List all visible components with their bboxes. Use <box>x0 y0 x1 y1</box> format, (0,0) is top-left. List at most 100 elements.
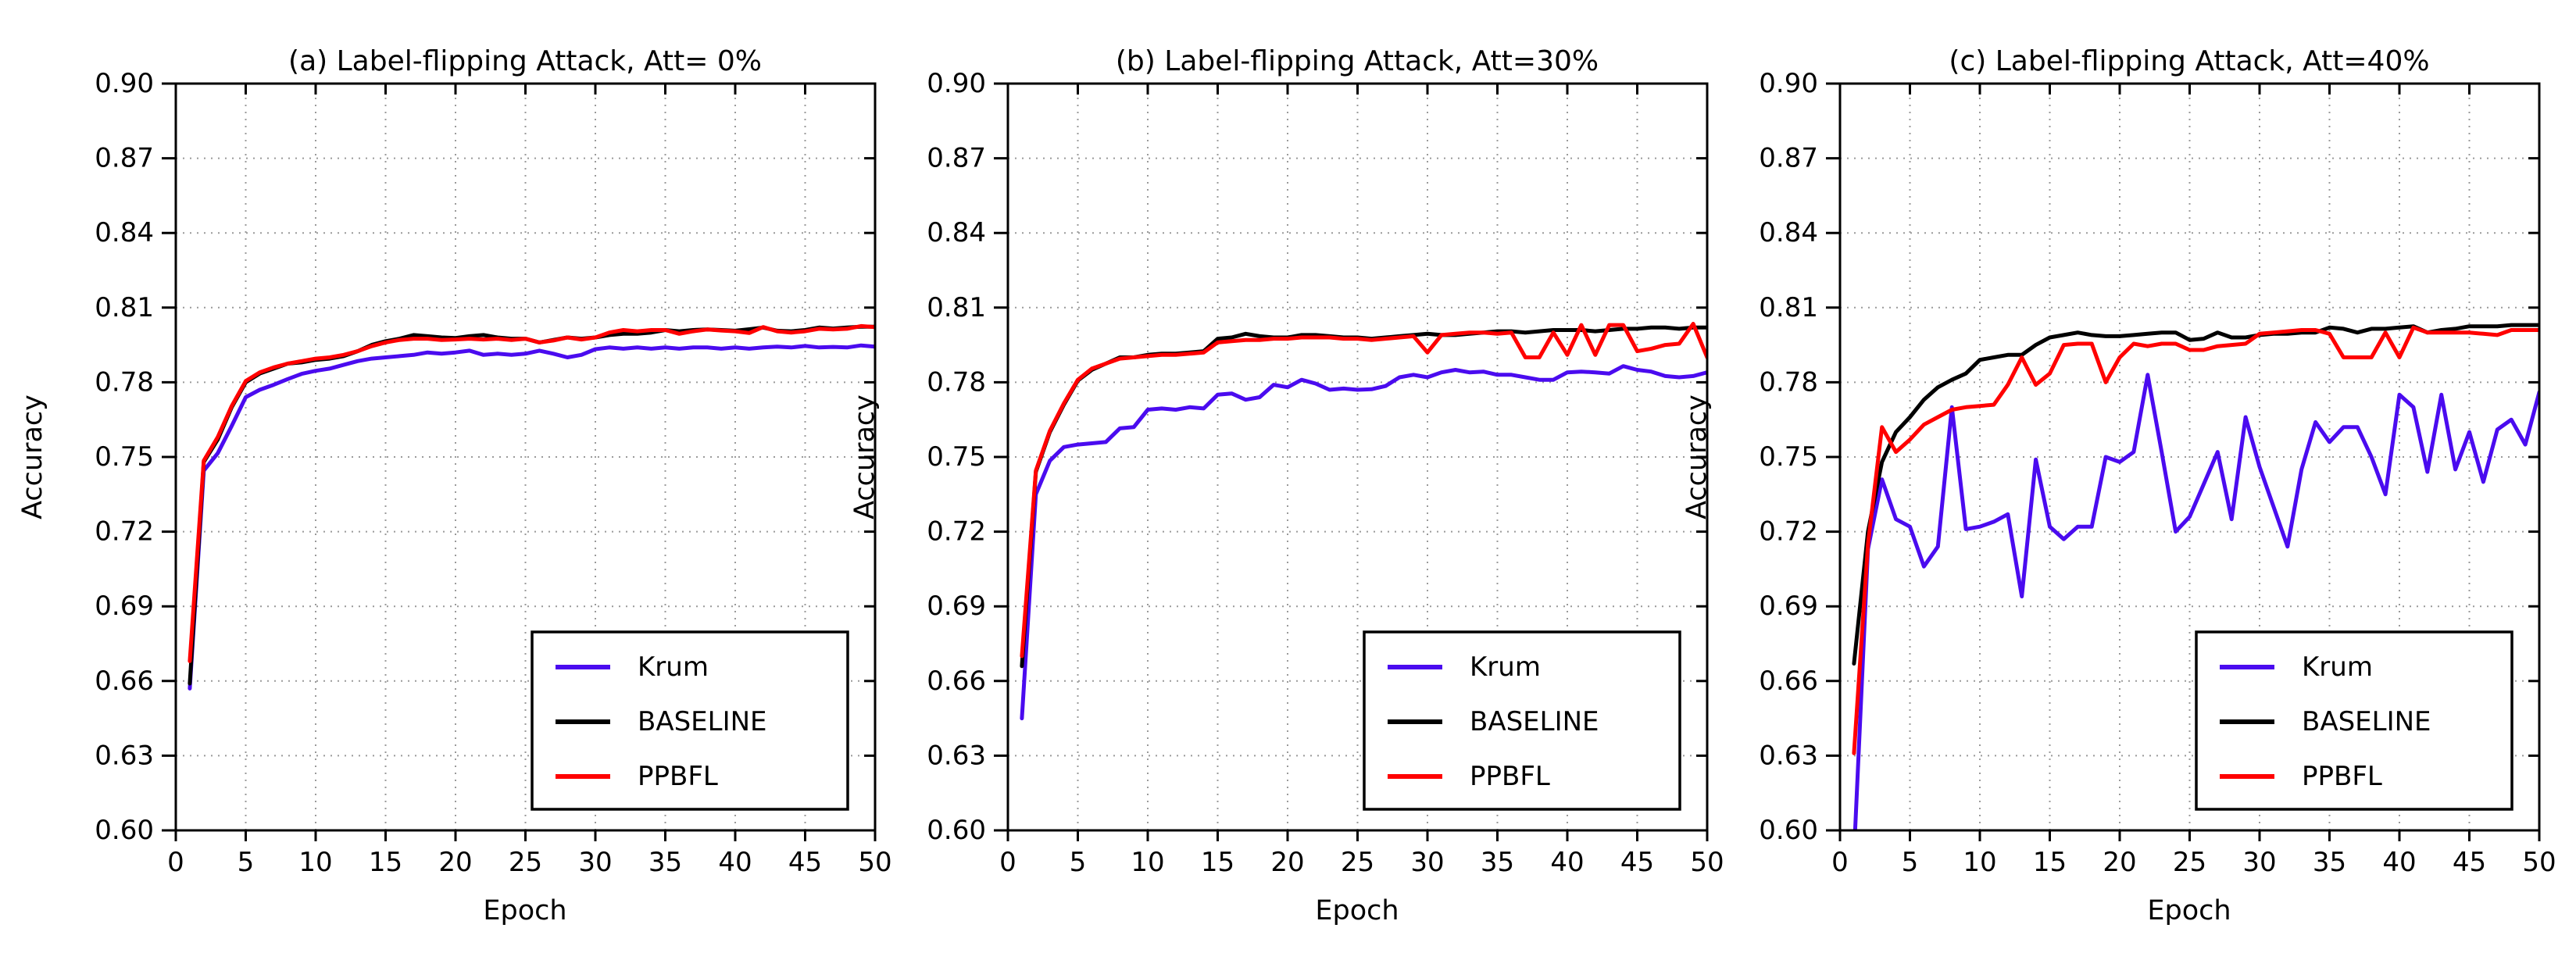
x-tick-label: 35 <box>1481 847 1514 878</box>
legend: Krum BASELINE PPBFL <box>531 630 849 811</box>
legend-label-baseline: BASELINE <box>2302 706 2431 737</box>
subplot-c: 0.60 0.63 0.66 0.69 0.72 0.75 0.78 0.81 0.84 0.87… <box>1759 68 2556 878</box>
subplot-a-xlabel: Epoch <box>483 895 567 926</box>
subplot-b: 0.60 0.63 0.66 0.69 0.72 0.75 0.78 0.81 0.84 0.87… <box>927 68 1724 878</box>
legend-label-krum: Krum <box>638 651 709 683</box>
y-tick-label: 0.66 <box>1759 666 1818 697</box>
x-tick-label: 50 <box>2522 847 2556 878</box>
x-tick-label: 10 <box>1963 847 1996 878</box>
x-tick-label: 10 <box>298 847 332 878</box>
legend-label-baseline: BASELINE <box>638 706 767 737</box>
x-tick-label: 40 <box>718 847 752 878</box>
y-tick-label: 0.81 <box>927 292 986 323</box>
y-tick-label: 0.66 <box>95 666 154 697</box>
y-tick-label: 0.84 <box>927 217 986 248</box>
x-tick-label: 35 <box>2313 847 2346 878</box>
x-tick-label: 25 <box>2173 847 2206 878</box>
legend-label-baseline: BASELINE <box>1470 706 1599 737</box>
y-tick-label: 0.87 <box>95 143 154 174</box>
y-tick-label: 0.75 <box>1759 441 1818 473</box>
subplot-b-xlabel: Epoch <box>1315 895 1399 926</box>
x-tick-label: 15 <box>1201 847 1234 878</box>
axes-spines <box>174 82 877 832</box>
grid <box>176 84 875 830</box>
legend: Krum BASELINE PPBFL <box>1363 630 1681 811</box>
x-tick-label: 5 <box>1902 847 1919 878</box>
legend: Krum BASELINE PPBFL <box>2195 630 2513 811</box>
subplot-c-title: (c) Label-flipping Attack, Att=40% <box>1949 45 2430 77</box>
ticks <box>994 82 1709 841</box>
y-tick-label: 0.60 <box>1759 815 1818 846</box>
x-tick-label: 20 <box>2103 847 2136 878</box>
y-tick-label: 0.72 <box>927 516 986 548</box>
x-tick-label: 30 <box>2242 847 2276 878</box>
x-tick-label: 25 <box>509 847 542 878</box>
y-tick-label: 0.60 <box>927 815 986 846</box>
ticks <box>162 82 877 841</box>
y-tick-label: 0.69 <box>927 591 986 622</box>
legend-label-krum: Krum <box>2302 651 2373 683</box>
tick-labels: 0.60 0.63 0.66 0.69 0.72 0.75 0.78 0.81 0.84 0.87… <box>1759 68 2556 878</box>
legend-label-ppbfl: PPBFL <box>2302 761 2382 792</box>
subplot-a-ylabel: Accuracy <box>17 394 48 519</box>
x-tick-label: 20 <box>438 847 472 878</box>
y-tick-label: 0.90 <box>1759 68 1818 99</box>
x-tick-label: 0 <box>999 847 1016 878</box>
x-tick-label: 10 <box>1131 847 1164 878</box>
x-tick-label: 40 <box>2382 847 2416 878</box>
tick-labels: 0.60 0.63 0.66 0.69 0.72 0.75 0.78 0.81 0.84 0.87… <box>95 68 891 878</box>
y-tick-label: 0.78 <box>927 366 986 398</box>
x-tick-label: 15 <box>2033 847 2067 878</box>
x-tick-label: 25 <box>1341 847 1374 878</box>
x-tick-label: 45 <box>1620 847 1654 878</box>
x-tick-label: 50 <box>1690 847 1724 878</box>
y-tick-label: 0.69 <box>1759 591 1818 622</box>
x-tick-label: 30 <box>578 847 612 878</box>
y-tick-label: 0.81 <box>95 292 154 323</box>
y-tick-label: 0.75 <box>927 441 986 473</box>
y-tick-label: 0.63 <box>95 740 154 771</box>
x-tick-label: 45 <box>788 847 822 878</box>
series-lines <box>1852 323 2539 830</box>
x-tick-label: 50 <box>858 847 891 878</box>
grid <box>1008 84 1707 830</box>
subplot-b-title: (b) Label-flipping Attack, Att=30% <box>1115 45 1599 77</box>
y-tick-label: 0.81 <box>1759 292 1818 323</box>
x-tick-label: 15 <box>369 847 402 878</box>
line-krum <box>1853 373 2539 830</box>
axes-spines <box>1006 82 1709 832</box>
x-tick-label: 30 <box>1410 847 1444 878</box>
subplot-a: 0.60 0.63 0.66 0.69 0.72 0.75 0.78 0.81 0.84 0.87… <box>95 68 891 878</box>
y-tick-label: 0.84 <box>1759 217 1818 248</box>
x-tick-label: 35 <box>648 847 682 878</box>
subplot-b-ylabel: Accuracy <box>849 394 881 519</box>
grid <box>1840 84 2539 830</box>
line-ppbfl <box>188 323 875 663</box>
subplot-c-xlabel: Epoch <box>2147 895 2231 926</box>
y-tick-label: 0.87 <box>927 143 986 174</box>
x-tick-label: 40 <box>1550 847 1584 878</box>
x-tick-label: 0 <box>1831 847 1849 878</box>
y-tick-label: 0.75 <box>95 441 154 473</box>
y-tick-label: 0.72 <box>95 516 154 548</box>
line-krum <box>188 343 875 691</box>
y-tick-label: 0.78 <box>95 366 154 398</box>
x-tick-label: 0 <box>167 847 184 878</box>
y-tick-label: 0.60 <box>95 815 154 846</box>
y-tick-label: 0.90 <box>95 68 154 99</box>
axes-spines <box>1838 82 2541 832</box>
x-tick-label: 5 <box>1070 847 1087 878</box>
y-tick-label: 0.66 <box>927 666 986 697</box>
series-lines <box>188 323 875 691</box>
subplot-c-ylabel: Accuracy <box>1681 394 1713 519</box>
x-tick-label: 5 <box>238 847 255 878</box>
tick-labels: 0.60 0.63 0.66 0.69 0.72 0.75 0.78 0.81 0.84 0.87… <box>927 68 1724 878</box>
x-tick-label: 20 <box>1270 847 1304 878</box>
x-tick-label: 45 <box>2453 847 2486 878</box>
series-lines <box>1020 322 1707 721</box>
y-tick-label: 0.69 <box>95 591 154 622</box>
y-tick-label: 0.87 <box>1759 143 1818 174</box>
y-tick-label: 0.72 <box>1759 516 1818 548</box>
